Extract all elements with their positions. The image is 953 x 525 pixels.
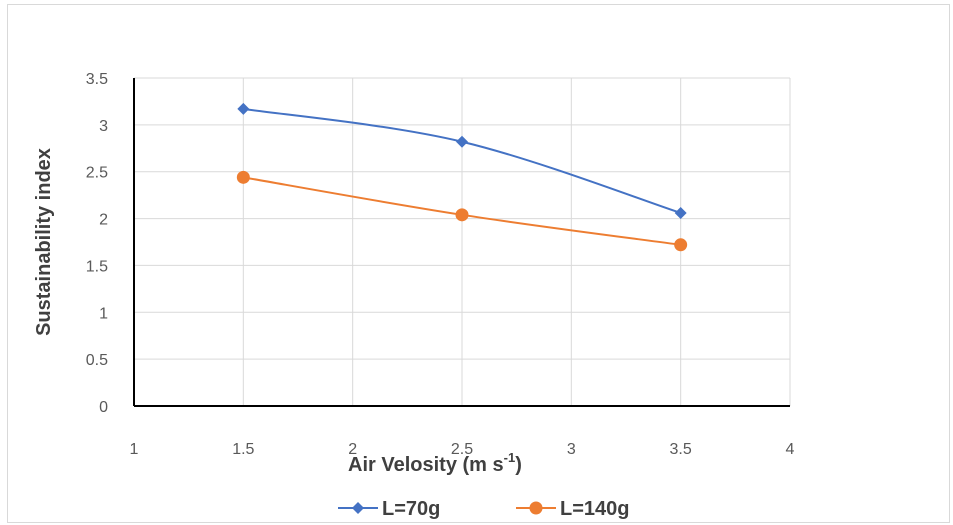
data-point — [237, 102, 250, 115]
data-point — [456, 135, 468, 148]
x-tick-label: 2 — [348, 441, 357, 458]
x-tick-label: 1.5 — [232, 441, 254, 458]
legend-label: L=140g — [560, 498, 629, 520]
data-point — [674, 238, 688, 252]
x-axis-title-main: Air Velosity (m s — [348, 454, 504, 476]
grid-lines — [134, 77, 791, 406]
y-axis-title: Sustainability index — [33, 148, 55, 336]
legend-marker — [352, 502, 364, 514]
y-tick-label: 2.5 — [86, 165, 108, 182]
axes — [133, 78, 790, 407]
x-axis-title: Air Velosity (m s-1) — [348, 450, 522, 476]
x-tick-label: 1 — [130, 441, 139, 458]
x-axis-title-superscript: -1 — [504, 450, 516, 465]
x-tick-label: 4 — [786, 441, 795, 458]
legend-label: L=70g — [382, 498, 440, 520]
y-tick-label: 2 — [99, 212, 108, 229]
x-tick-label: 2.5 — [451, 441, 473, 458]
data-point — [236, 170, 250, 184]
y-tick-label: 3.5 — [86, 71, 108, 88]
y-tick-label: 1.5 — [86, 258, 108, 275]
y-tick-label: 3 — [99, 118, 108, 135]
y-tick-label: 1 — [99, 305, 108, 322]
x-tick-label: 3.5 — [670, 441, 692, 458]
y-tick-label: 0 — [99, 399, 108, 416]
data-point — [674, 206, 687, 219]
legend-marker — [529, 501, 543, 515]
legend: L=70g L=140g — [338, 498, 629, 520]
x-tick-label: 3 — [567, 441, 576, 458]
y-tick-label: 0.5 — [86, 352, 108, 369]
data-point — [455, 208, 469, 222]
tick-labels: 0 0.5 1 1.5 2 2.5 3 3.5 1 1.5 2 2.5 3 3.5 4 — [86, 71, 795, 458]
chart-frame — [7, 4, 950, 523]
x-axis-title-suffix: ) — [515, 454, 522, 476]
series-group — [236, 102, 688, 252]
